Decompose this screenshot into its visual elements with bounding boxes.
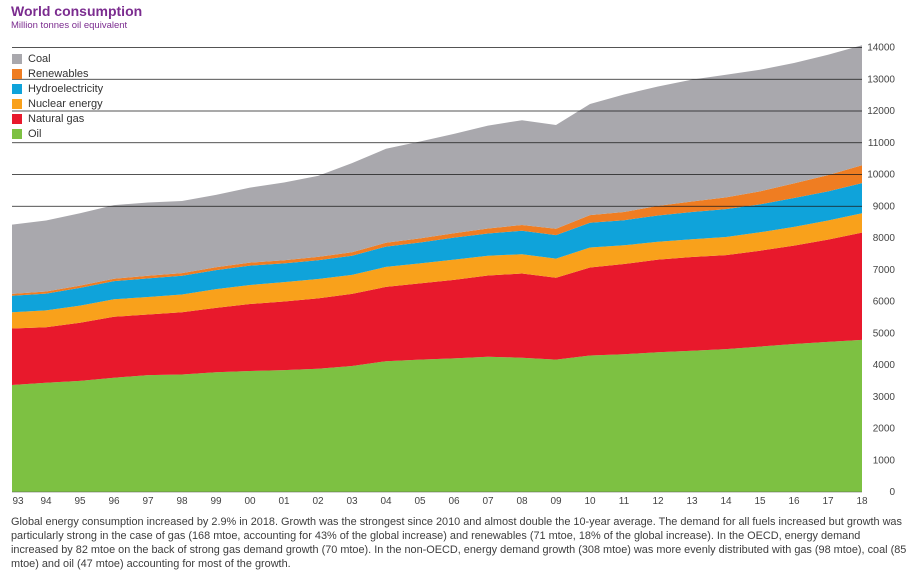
legend-label-natural-gas: Natural gas — [28, 112, 85, 125]
chart-caption: Global energy consumption increased by 2… — [11, 516, 907, 570]
x-tick-label: 99 — [210, 496, 222, 507]
x-tick-label: 97 — [142, 496, 154, 507]
area-renewables — [12, 165, 862, 296]
y-tick-label: 12000 — [867, 106, 895, 117]
y-tick-label: 13000 — [867, 74, 895, 85]
x-tick-label: 07 — [482, 496, 494, 507]
y-tick-label: 6000 — [873, 297, 896, 308]
x-tick-label: 14 — [720, 496, 732, 507]
x-tick-label: 02 — [312, 496, 324, 507]
x-tick-label: 06 — [448, 496, 460, 507]
y-tick-label: 14000 — [867, 43, 895, 54]
legend-label-nuclear-energy: Nuclear energy — [28, 97, 103, 110]
legend-item-nuclear-energy: Nuclear energy — [12, 96, 103, 111]
area-coal — [12, 45, 862, 294]
legend-swatch-nuclear-energy — [12, 98, 22, 109]
y-tick-label: 7000 — [873, 265, 896, 276]
y-tick-label: 11000 — [868, 138, 896, 149]
legend-item-hydroelectricity: Hydroelectricity — [12, 81, 103, 96]
x-tick-label: 95 — [74, 496, 86, 507]
legend-label-renewables: Renewables — [28, 67, 89, 80]
x-tick-label: 08 — [516, 496, 528, 507]
x-tick-label: 09 — [550, 496, 562, 507]
y-tick-label: 9000 — [873, 201, 896, 212]
chart-title: World consumption — [11, 3, 143, 19]
x-tick-label: 04 — [380, 496, 392, 507]
x-tick-label: 00 — [244, 496, 256, 507]
legend-item-coal: Coal — [12, 51, 103, 66]
legend-item-renewables: Renewables — [12, 66, 103, 81]
x-tick-label: 98 — [176, 496, 188, 507]
x-tick-label: 93 — [12, 496, 24, 507]
y-tick-label: 2000 — [873, 424, 896, 435]
y-tick-label: 8000 — [873, 233, 896, 244]
legend-label-coal: Coal — [28, 52, 51, 65]
x-tick-label: 05 — [414, 496, 426, 507]
x-tick-label: 17 — [822, 496, 834, 507]
y-tick-label: 0 — [889, 487, 895, 498]
x-tick-label: 96 — [108, 496, 120, 507]
x-tick-label: 03 — [346, 496, 358, 507]
x-tick-label: 18 — [856, 496, 868, 507]
legend-swatch-natural-gas — [12, 113, 22, 124]
y-tick-label: 5000 — [873, 328, 896, 339]
x-tick-label: 10 — [584, 496, 596, 507]
legend-swatch-oil — [12, 128, 22, 139]
legend-item-oil: Oil — [12, 126, 103, 141]
x-tick-label: 15 — [754, 496, 766, 507]
y-tick-label: 3000 — [873, 392, 896, 403]
chart-legend: Coal Renewables Hydroelectricity Nuclear… — [12, 51, 103, 141]
area-nuclear-energy — [12, 213, 862, 329]
y-tick-label: 1000 — [873, 455, 896, 466]
x-tick-label: 16 — [788, 496, 800, 507]
x-tick-label: 12 — [652, 496, 664, 507]
legend-label-oil: Oil — [28, 127, 42, 140]
area-hydroelectricity — [12, 183, 862, 313]
y-tick-label: 4000 — [873, 360, 896, 371]
y-tick-label: 10000 — [867, 170, 895, 181]
legend-swatch-hydroelectricity — [12, 83, 22, 94]
area-natural-gas — [12, 232, 862, 386]
x-tick-label: 13 — [686, 496, 698, 507]
legend-swatch-renewables — [12, 68, 22, 79]
x-tick-label: 01 — [278, 496, 290, 507]
legend-label-hydroelectricity: Hydroelectricity — [28, 82, 104, 95]
x-tick-label: 94 — [40, 496, 52, 507]
x-tick-label: 11 — [619, 496, 630, 507]
legend-swatch-coal — [12, 53, 22, 64]
chart-subtitle: Million tonnes oil equivalent — [11, 20, 128, 31]
legend-item-natural-gas: Natural gas — [12, 111, 103, 126]
area-oil — [12, 339, 862, 492]
